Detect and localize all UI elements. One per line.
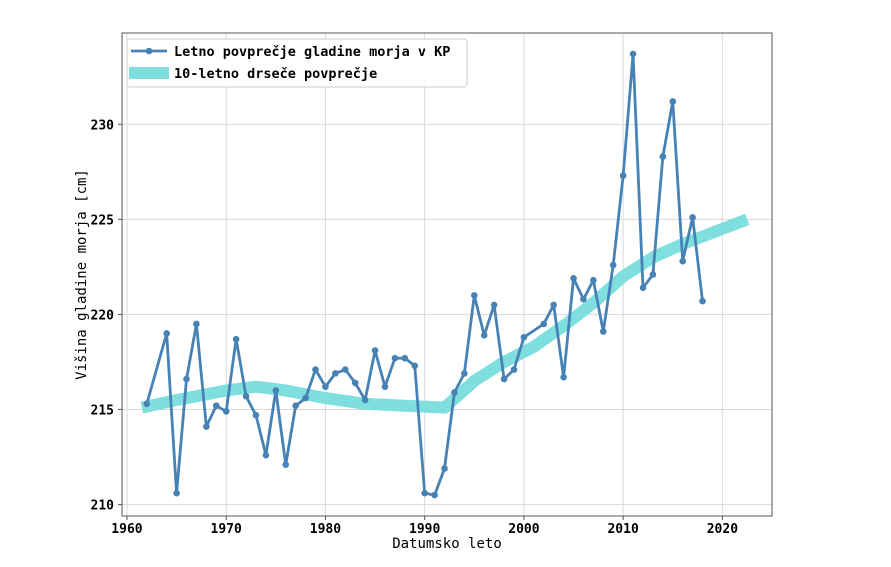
sea-level-point (500, 375, 508, 383)
sea-level-point (570, 275, 577, 282)
sea-level-point (371, 347, 379, 354)
sea-level-point (679, 257, 686, 265)
plot-frame (121, 32, 773, 517)
sea-level-point (302, 394, 309, 402)
sea-level-point (183, 375, 190, 383)
sea-level-point (629, 50, 637, 58)
sea-level-point (431, 491, 438, 499)
x-axis-label: Datumsko leto (392, 536, 502, 552)
sea-level-point (163, 330, 170, 337)
legend-label-moving-average: 10-letno drseče povprečje (174, 66, 377, 82)
y-tick-label: 220 (91, 308, 115, 323)
sea-level-point (490, 301, 498, 309)
legend-box (126, 38, 468, 88)
sea-level-point (659, 153, 667, 160)
x-tick-label: 1960 (111, 522, 142, 537)
y-tick-label: 230 (91, 118, 115, 133)
sea-level-point (480, 332, 488, 339)
sea-level-point (341, 366, 349, 373)
sea-level-point (401, 354, 409, 362)
sea-level-point (332, 370, 339, 377)
sea-level-point (580, 295, 587, 303)
x-tick-label: 2000 (508, 522, 539, 537)
sea-level-point (639, 284, 647, 292)
sea-level-point (292, 402, 299, 410)
y-tick-label: 210 (91, 499, 115, 514)
sea-level-point (520, 333, 528, 341)
y-axis: 210 215 220 225 230 (91, 118, 122, 514)
moving-average-line (140, 213, 750, 414)
legend: Letno povprečje gladine morja v KP 10-le… (126, 38, 468, 88)
sea-level-point (212, 402, 220, 410)
sea-level-point (361, 396, 369, 404)
sea-level-point (203, 423, 210, 430)
sea-level-point (540, 320, 548, 328)
x-tick-label: 1990 (409, 522, 440, 537)
sea-level-point (312, 366, 319, 373)
y-tick-label: 215 (91, 404, 114, 419)
sea-level-point (510, 366, 518, 373)
sea-level-point (619, 172, 627, 179)
sea-level-point (599, 328, 607, 335)
series-layer (140, 50, 750, 499)
sea-level-point (451, 389, 458, 396)
x-tick-label: 2020 (707, 522, 738, 537)
sea-level-point (262, 451, 270, 459)
sea-level-point (282, 461, 290, 468)
sea-level-point (590, 276, 597, 284)
sea-level-point (381, 383, 389, 390)
y-axis-label: Višina gladine morja [cm] (74, 169, 90, 380)
sea-level-point (391, 354, 399, 362)
legend-marker-sea-level (145, 47, 153, 55)
sea-level-point (470, 292, 478, 299)
sea-level-point (232, 335, 240, 343)
sea-level-point (272, 387, 280, 394)
sea-level-point (411, 362, 419, 370)
x-axis: 1960 1970 1980 1990 2000 2010 2020 (111, 516, 738, 537)
sea-level-point (322, 383, 329, 390)
sea-level-point (699, 297, 706, 305)
sea-level-point (351, 379, 359, 387)
sea-level-point (143, 400, 151, 408)
sea-level-point (222, 408, 230, 415)
legend-swatch-moving-average (129, 67, 169, 79)
sea-level-point (560, 373, 567, 381)
x-tick-label: 2010 (607, 522, 638, 537)
sea-level-point (193, 320, 200, 328)
sea-level-point (689, 214, 696, 221)
x-tick-label: 1980 (310, 522, 341, 537)
sea-level-point (649, 271, 657, 278)
sea-level-point (242, 392, 250, 400)
sea-level-point (252, 411, 260, 419)
x-tick-label: 1970 (211, 522, 242, 537)
y-tick-label: 225 (91, 213, 114, 228)
sea-level-point (173, 489, 180, 497)
sea-level-point (669, 98, 677, 105)
sea-level-point (441, 465, 448, 472)
sea-level-point (461, 370, 468, 377)
sea-level-point (550, 301, 557, 309)
sea-level-point (421, 489, 428, 497)
sea-level-point (609, 261, 617, 269)
legend-label-sea-level: Letno povprečje gladine morja v KP (174, 44, 450, 60)
